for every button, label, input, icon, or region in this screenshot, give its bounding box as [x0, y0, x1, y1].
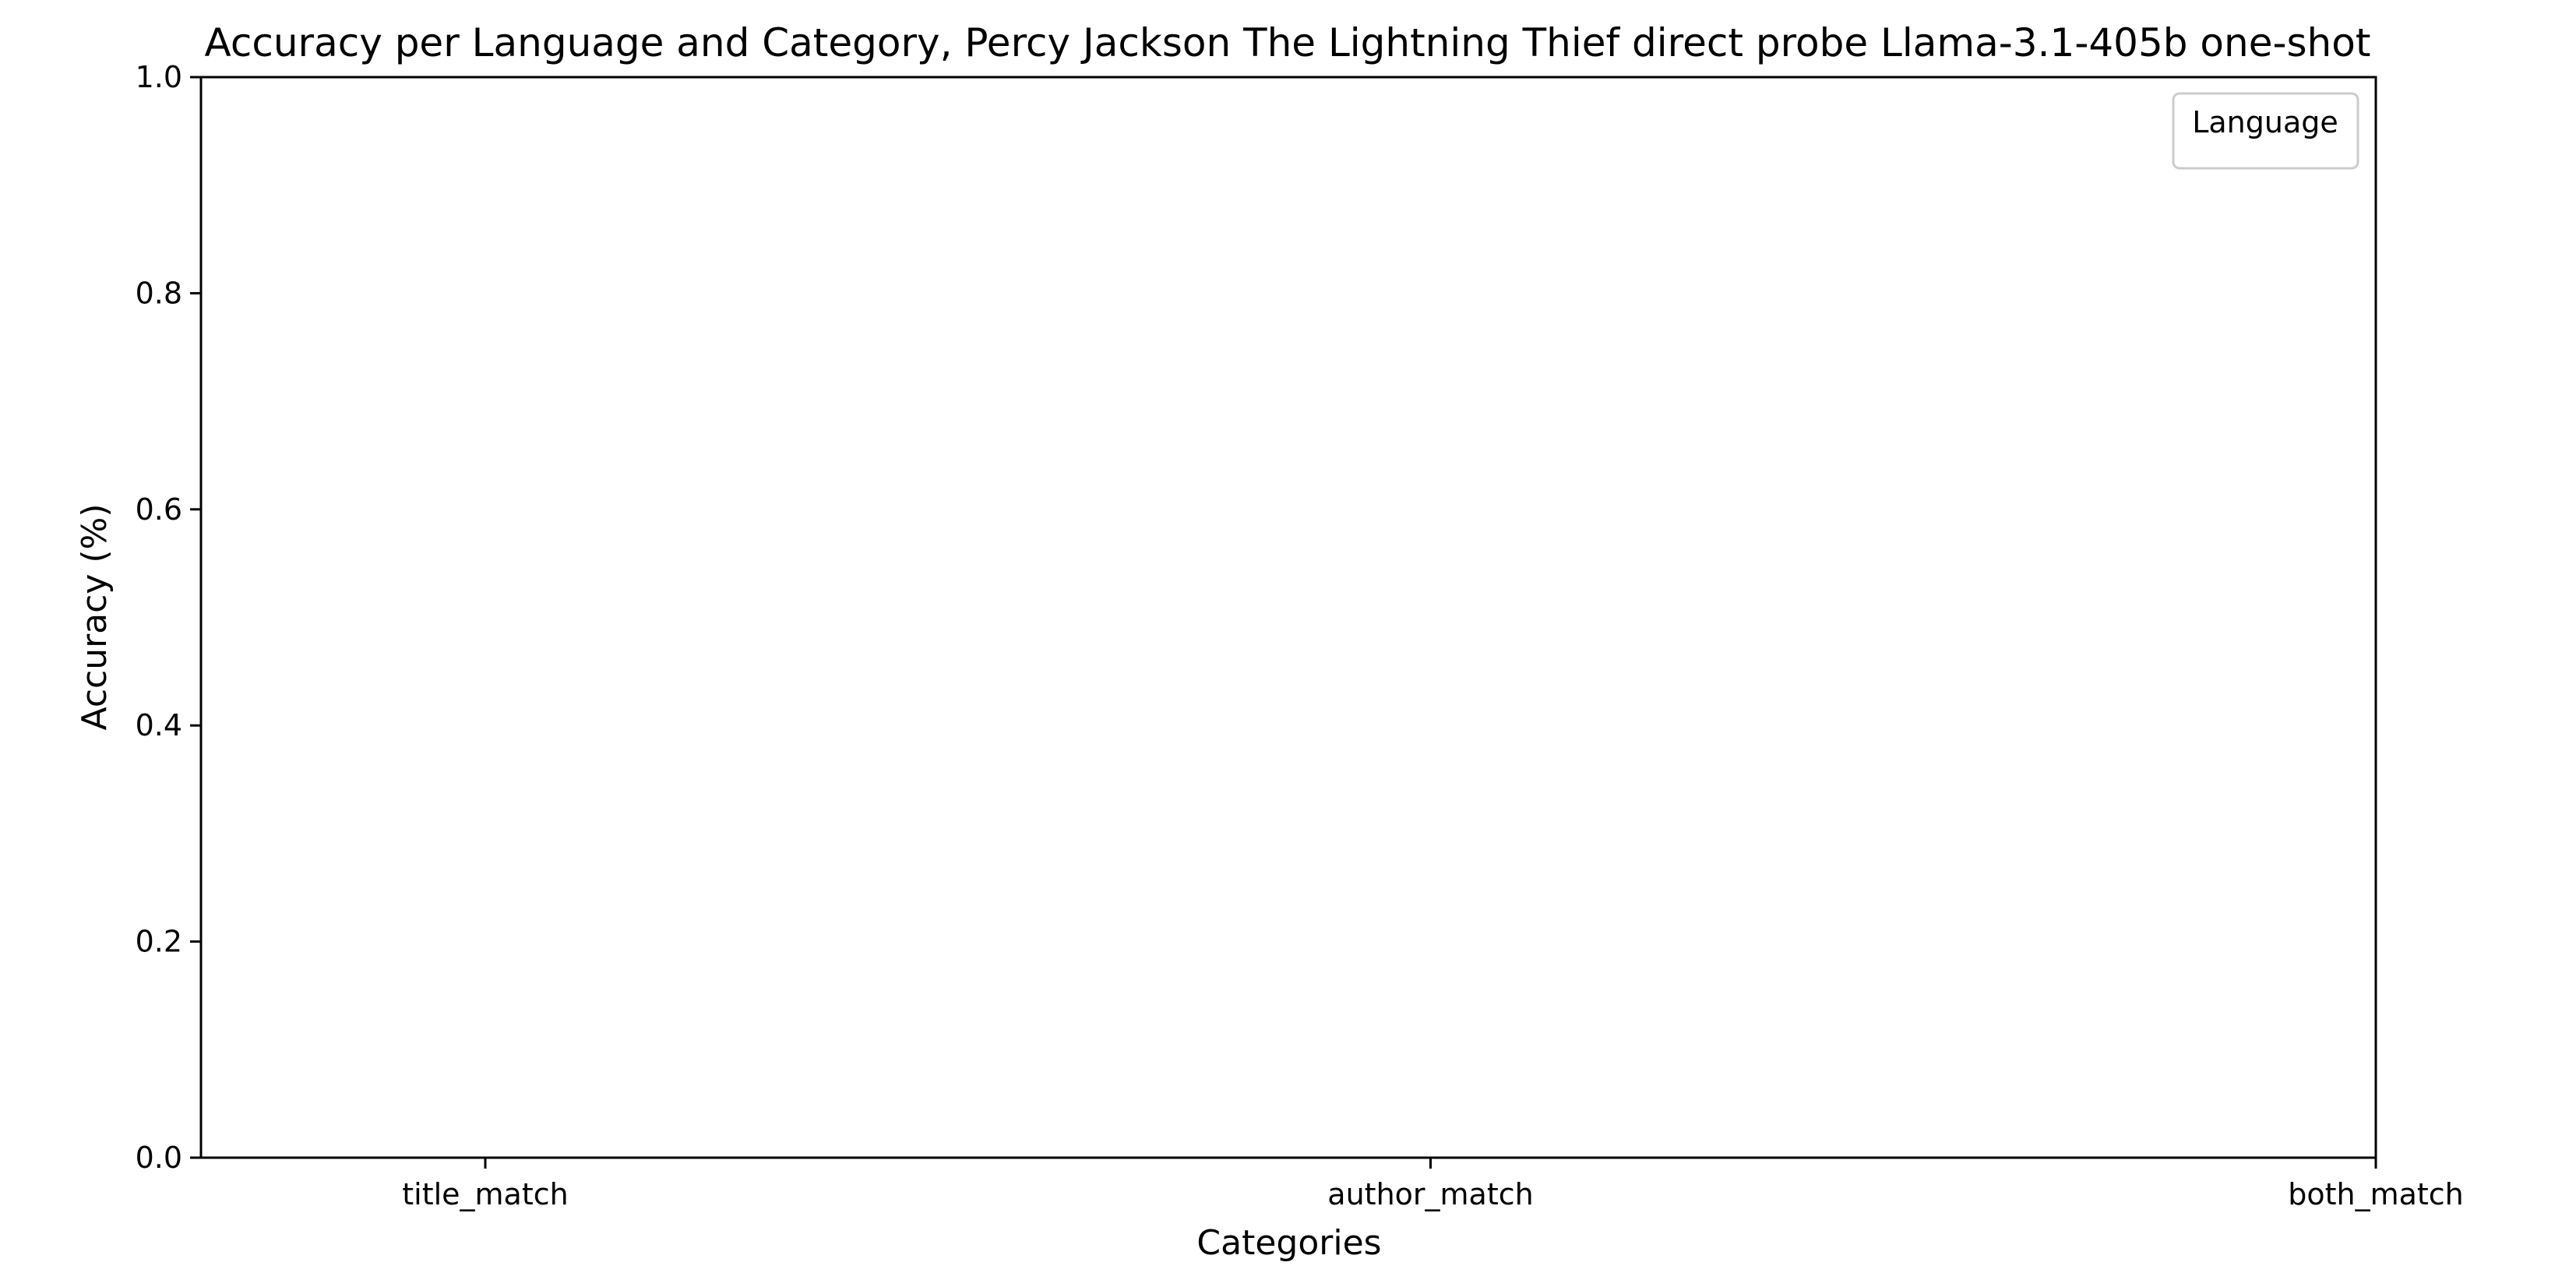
- y-tick-label: 0.2: [136, 925, 182, 959]
- legend: Language: [2172, 92, 2359, 170]
- x-tick-label: title_match: [402, 1177, 568, 1211]
- x-tick-label: author_match: [1327, 1177, 1533, 1211]
- y-tick-label: 0.8: [136, 276, 182, 310]
- y-axis-label: Accuracy (%): [75, 503, 115, 730]
- legend-box: [2172, 92, 2359, 170]
- legend-title: Language: [2192, 105, 2338, 139]
- y-axis-ticks: 0.0 0.2 0.4 0.6 0.8 1.0: [136, 60, 201, 1175]
- y-tick-label: 0.0: [136, 1141, 182, 1175]
- y-tick-label: 0.4: [136, 708, 182, 742]
- x-tick-label: both_match: [2288, 1177, 2464, 1211]
- x-axis-label: Categories: [1196, 1223, 1381, 1263]
- chart-title: Accuracy per Language and Category, Perc…: [205, 20, 2371, 65]
- plot-area-frame: [199, 76, 2377, 1159]
- y-tick-label: 1.0: [136, 60, 182, 94]
- y-tick-label: 0.6: [136, 492, 182, 527]
- x-axis-ticks: title_match author_match both_match: [402, 1158, 2464, 1211]
